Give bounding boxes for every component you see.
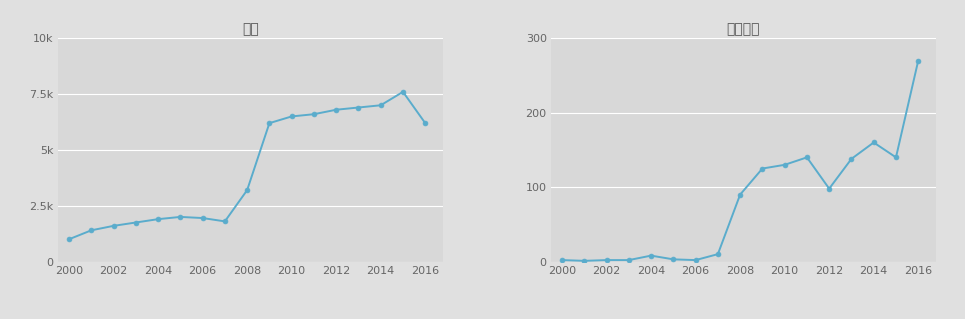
Title: 한식: 한식 [242, 22, 259, 36]
Title: 한식문화: 한식문화 [727, 22, 760, 36]
